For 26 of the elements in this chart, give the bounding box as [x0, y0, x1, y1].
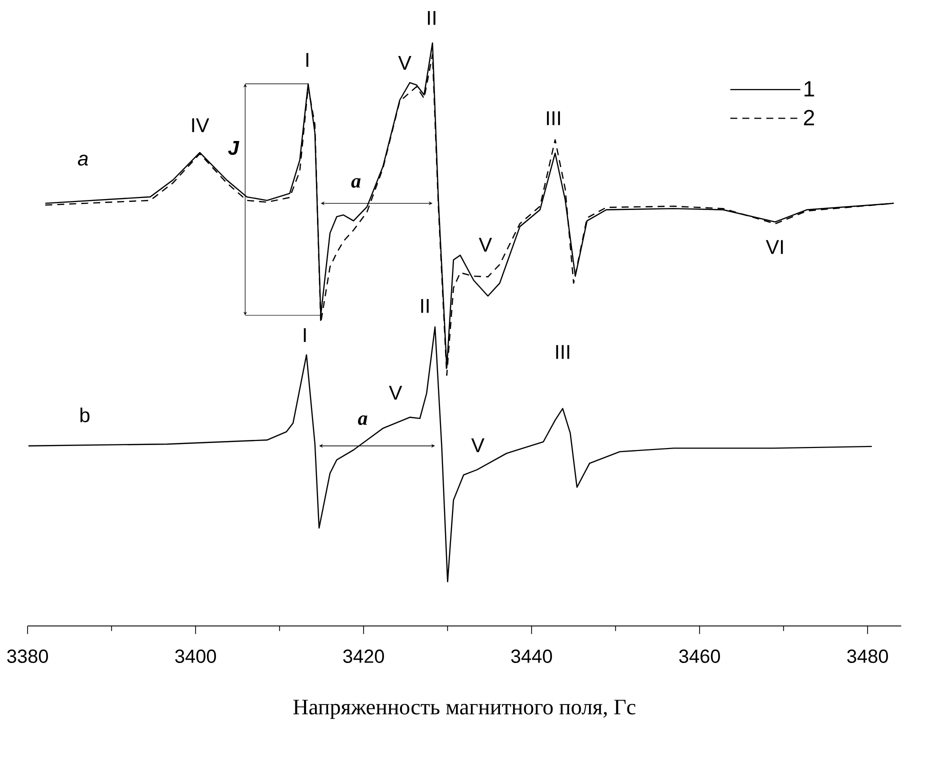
- annotation: a: [78, 154, 88, 166]
- legend-label: 2: [804, 110, 814, 126]
- annotation: III: [546, 111, 560, 126]
- x-tick-label: 3400: [175, 650, 216, 663]
- x-tick-label: 3480: [847, 650, 888, 663]
- x-tick-label: 3420: [343, 650, 384, 663]
- annotation: a: [358, 415, 368, 425]
- annotation: b: [80, 408, 90, 422]
- text: II: [428, 11, 436, 25]
- annotation: IV: [192, 118, 210, 132]
- annotation: II: [421, 299, 429, 313]
- x-axis-title: Напряженность магнитного поля, Гс: [293, 700, 636, 719]
- legend-label: 1: [804, 81, 814, 96]
- annotation: V: [388, 386, 402, 400]
- annotation: V: [471, 438, 484, 452]
- annotation: VI: [766, 240, 783, 254]
- annotation: III: [556, 345, 570, 359]
- annotation: I: [304, 328, 306, 342]
- annotation: V: [478, 238, 492, 252]
- annotation: J: [228, 140, 240, 155]
- annotation: V: [398, 56, 412, 70]
- x-tick-label: 3380: [7, 650, 48, 663]
- x-tick-label: 3440: [511, 650, 552, 663]
- x-tick-label: 3460: [679, 650, 720, 663]
- annotation: a: [351, 178, 361, 188]
- annotation: I: [306, 53, 308, 67]
